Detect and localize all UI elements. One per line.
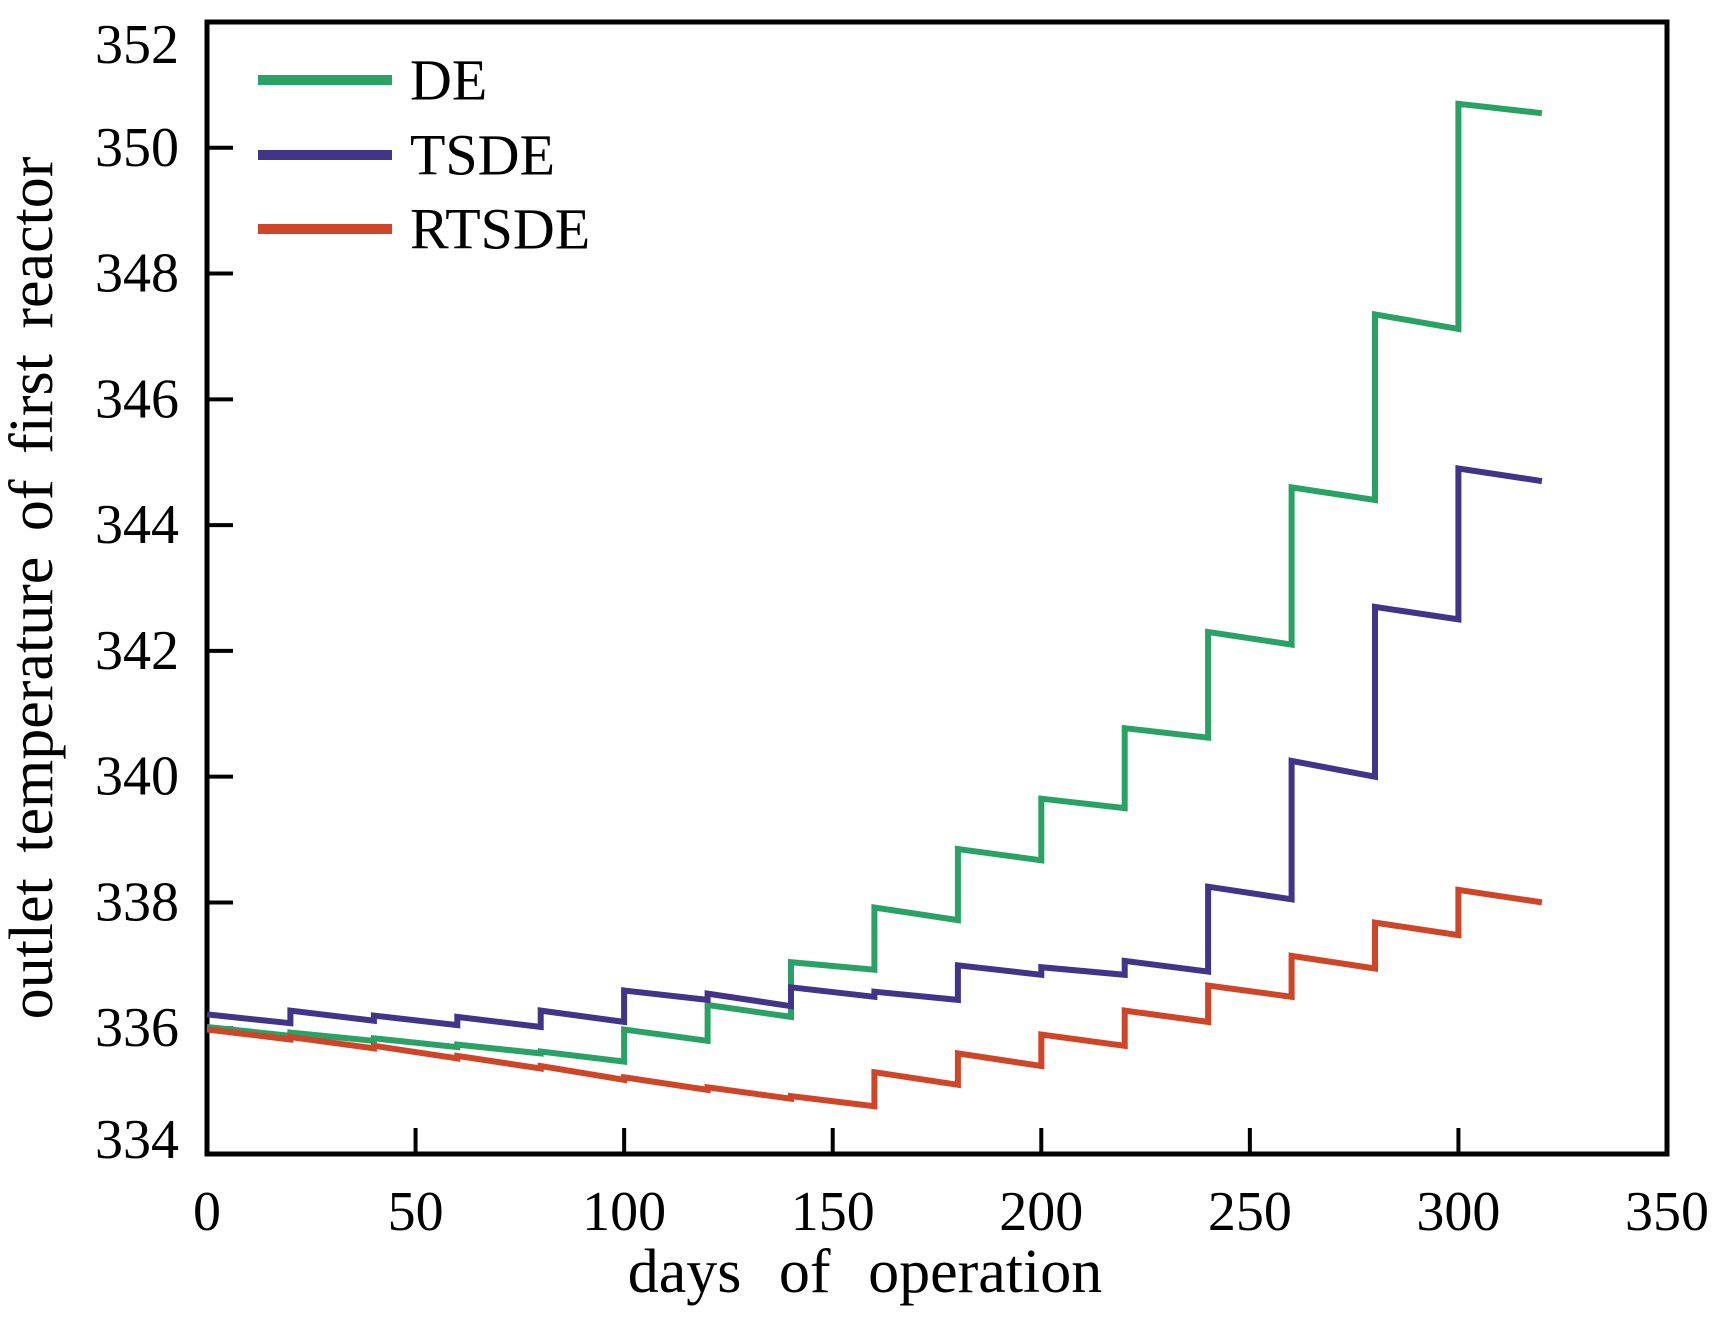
legend-label-rtsde: RTSDE (410, 197, 590, 262)
series-line-tsde (206, 465, 1543, 1031)
y-tick-label: 334 (95, 1109, 179, 1171)
series-line-de (206, 100, 1543, 1065)
x-tick-label: 350 (1625, 1181, 1709, 1243)
y-tick-label: 344 (95, 494, 179, 556)
x-tick-label: 250 (1208, 1181, 1292, 1243)
legend: DE TSDE RTSDE (258, 48, 590, 262)
y-tick-label: 340 (95, 746, 179, 808)
legend-label-de: DE (410, 48, 487, 113)
x-tick-label: 300 (1416, 1181, 1500, 1243)
tick-labels: 334 336 338 340 342 344 346 348 350 352 0 50 100 150 2… (95, 14, 1709, 1243)
x-tick-label: 100 (582, 1181, 666, 1243)
x-axis-title: days of operation (628, 1238, 1102, 1306)
y-tick-label: 348 (95, 243, 179, 305)
x-tick-label: 150 (791, 1181, 875, 1243)
y-tick-label: 338 (95, 871, 179, 933)
y-tick-label: 346 (95, 368, 179, 430)
series-line-rtsde (206, 886, 1543, 1110)
x-tick-label: 50 (388, 1181, 444, 1243)
axis-ticks (209, 145, 1461, 1152)
y-tick-label: 336 (95, 997, 179, 1059)
plot-frame (204, 19, 1670, 1157)
data-series (206, 100, 1543, 1110)
y-tick-label: 350 (95, 117, 179, 179)
y-tick-label: 342 (95, 620, 179, 682)
y-axis-title: outlet temperature of first reactor (0, 156, 66, 1019)
y-tick-label: 352 (95, 14, 179, 76)
x-tick-label: 200 (999, 1181, 1083, 1243)
x-tick-label: 0 (193, 1181, 221, 1243)
legend-label-tsde: TSDE (410, 123, 555, 188)
